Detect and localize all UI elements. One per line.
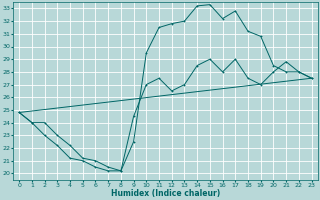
X-axis label: Humidex (Indice chaleur): Humidex (Indice chaleur)	[111, 189, 220, 198]
